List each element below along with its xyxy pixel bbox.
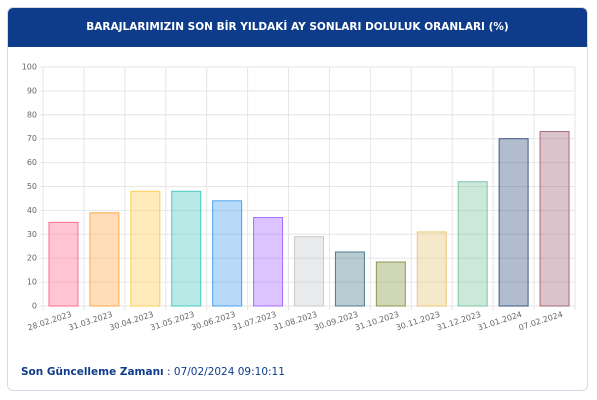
bar — [253, 217, 284, 307]
bar — [457, 181, 488, 307]
x-tick-label: 31.07.2023 — [231, 310, 277, 333]
y-tick-label: 70 — [27, 134, 37, 143]
y-tick-label: 40 — [27, 206, 37, 215]
bar — [334, 251, 365, 307]
footer-value: : 07/02/2024 09:10:11 — [167, 366, 285, 378]
x-tick-label: 31.08.2023 — [272, 310, 318, 333]
x-tick-label: 31.01.2024 — [477, 310, 523, 333]
x-tick-label: 30.11.2023 — [395, 310, 441, 333]
bar — [375, 261, 406, 307]
bar — [89, 212, 120, 307]
x-tick-label: 28.02.2023 — [27, 310, 73, 333]
x-tick-label: 07.02.2024 — [518, 310, 564, 333]
y-tick-label: 100 — [22, 63, 37, 72]
y-tick-label: 50 — [27, 182, 37, 191]
y-tick-label: 10 — [27, 278, 37, 287]
card: BARAJLARIMIZIN SON BİR YILDAKİ AY SONLAR… — [7, 7, 588, 391]
x-tick-label: 31.05.2023 — [149, 310, 195, 333]
bar — [48, 221, 79, 307]
y-tick-label: 20 — [27, 254, 37, 263]
x-tick-label: 31.03.2023 — [67, 310, 113, 333]
x-tick-label: 30.06.2023 — [190, 310, 236, 333]
x-tick-label: 31.12.2023 — [436, 310, 482, 333]
bar — [416, 231, 447, 307]
bar — [212, 200, 243, 307]
bar — [294, 236, 324, 307]
x-tick-label: 31.10.2023 — [354, 310, 400, 333]
y-tick-label: 60 — [27, 158, 37, 167]
chart-title: BARAJLARIMIZIN SON BİR YILDAKİ AY SONLAR… — [8, 8, 587, 47]
bar — [539, 131, 570, 307]
x-tick-label: 30.09.2023 — [313, 310, 359, 333]
bar — [130, 190, 161, 307]
bar — [498, 138, 529, 307]
y-tick-label: 0 — [32, 302, 37, 311]
footer-label: Son Güncelleme Zamanı — [21, 366, 164, 378]
y-tick-label: 80 — [27, 110, 37, 119]
y-tick-label: 30 — [27, 230, 37, 239]
bar — [171, 190, 202, 307]
x-tick-label: 30.04.2023 — [108, 310, 154, 333]
y-tick-label: 90 — [27, 86, 37, 95]
footer: Son Güncelleme Zamanı : 07/02/2024 09:10… — [21, 366, 285, 378]
